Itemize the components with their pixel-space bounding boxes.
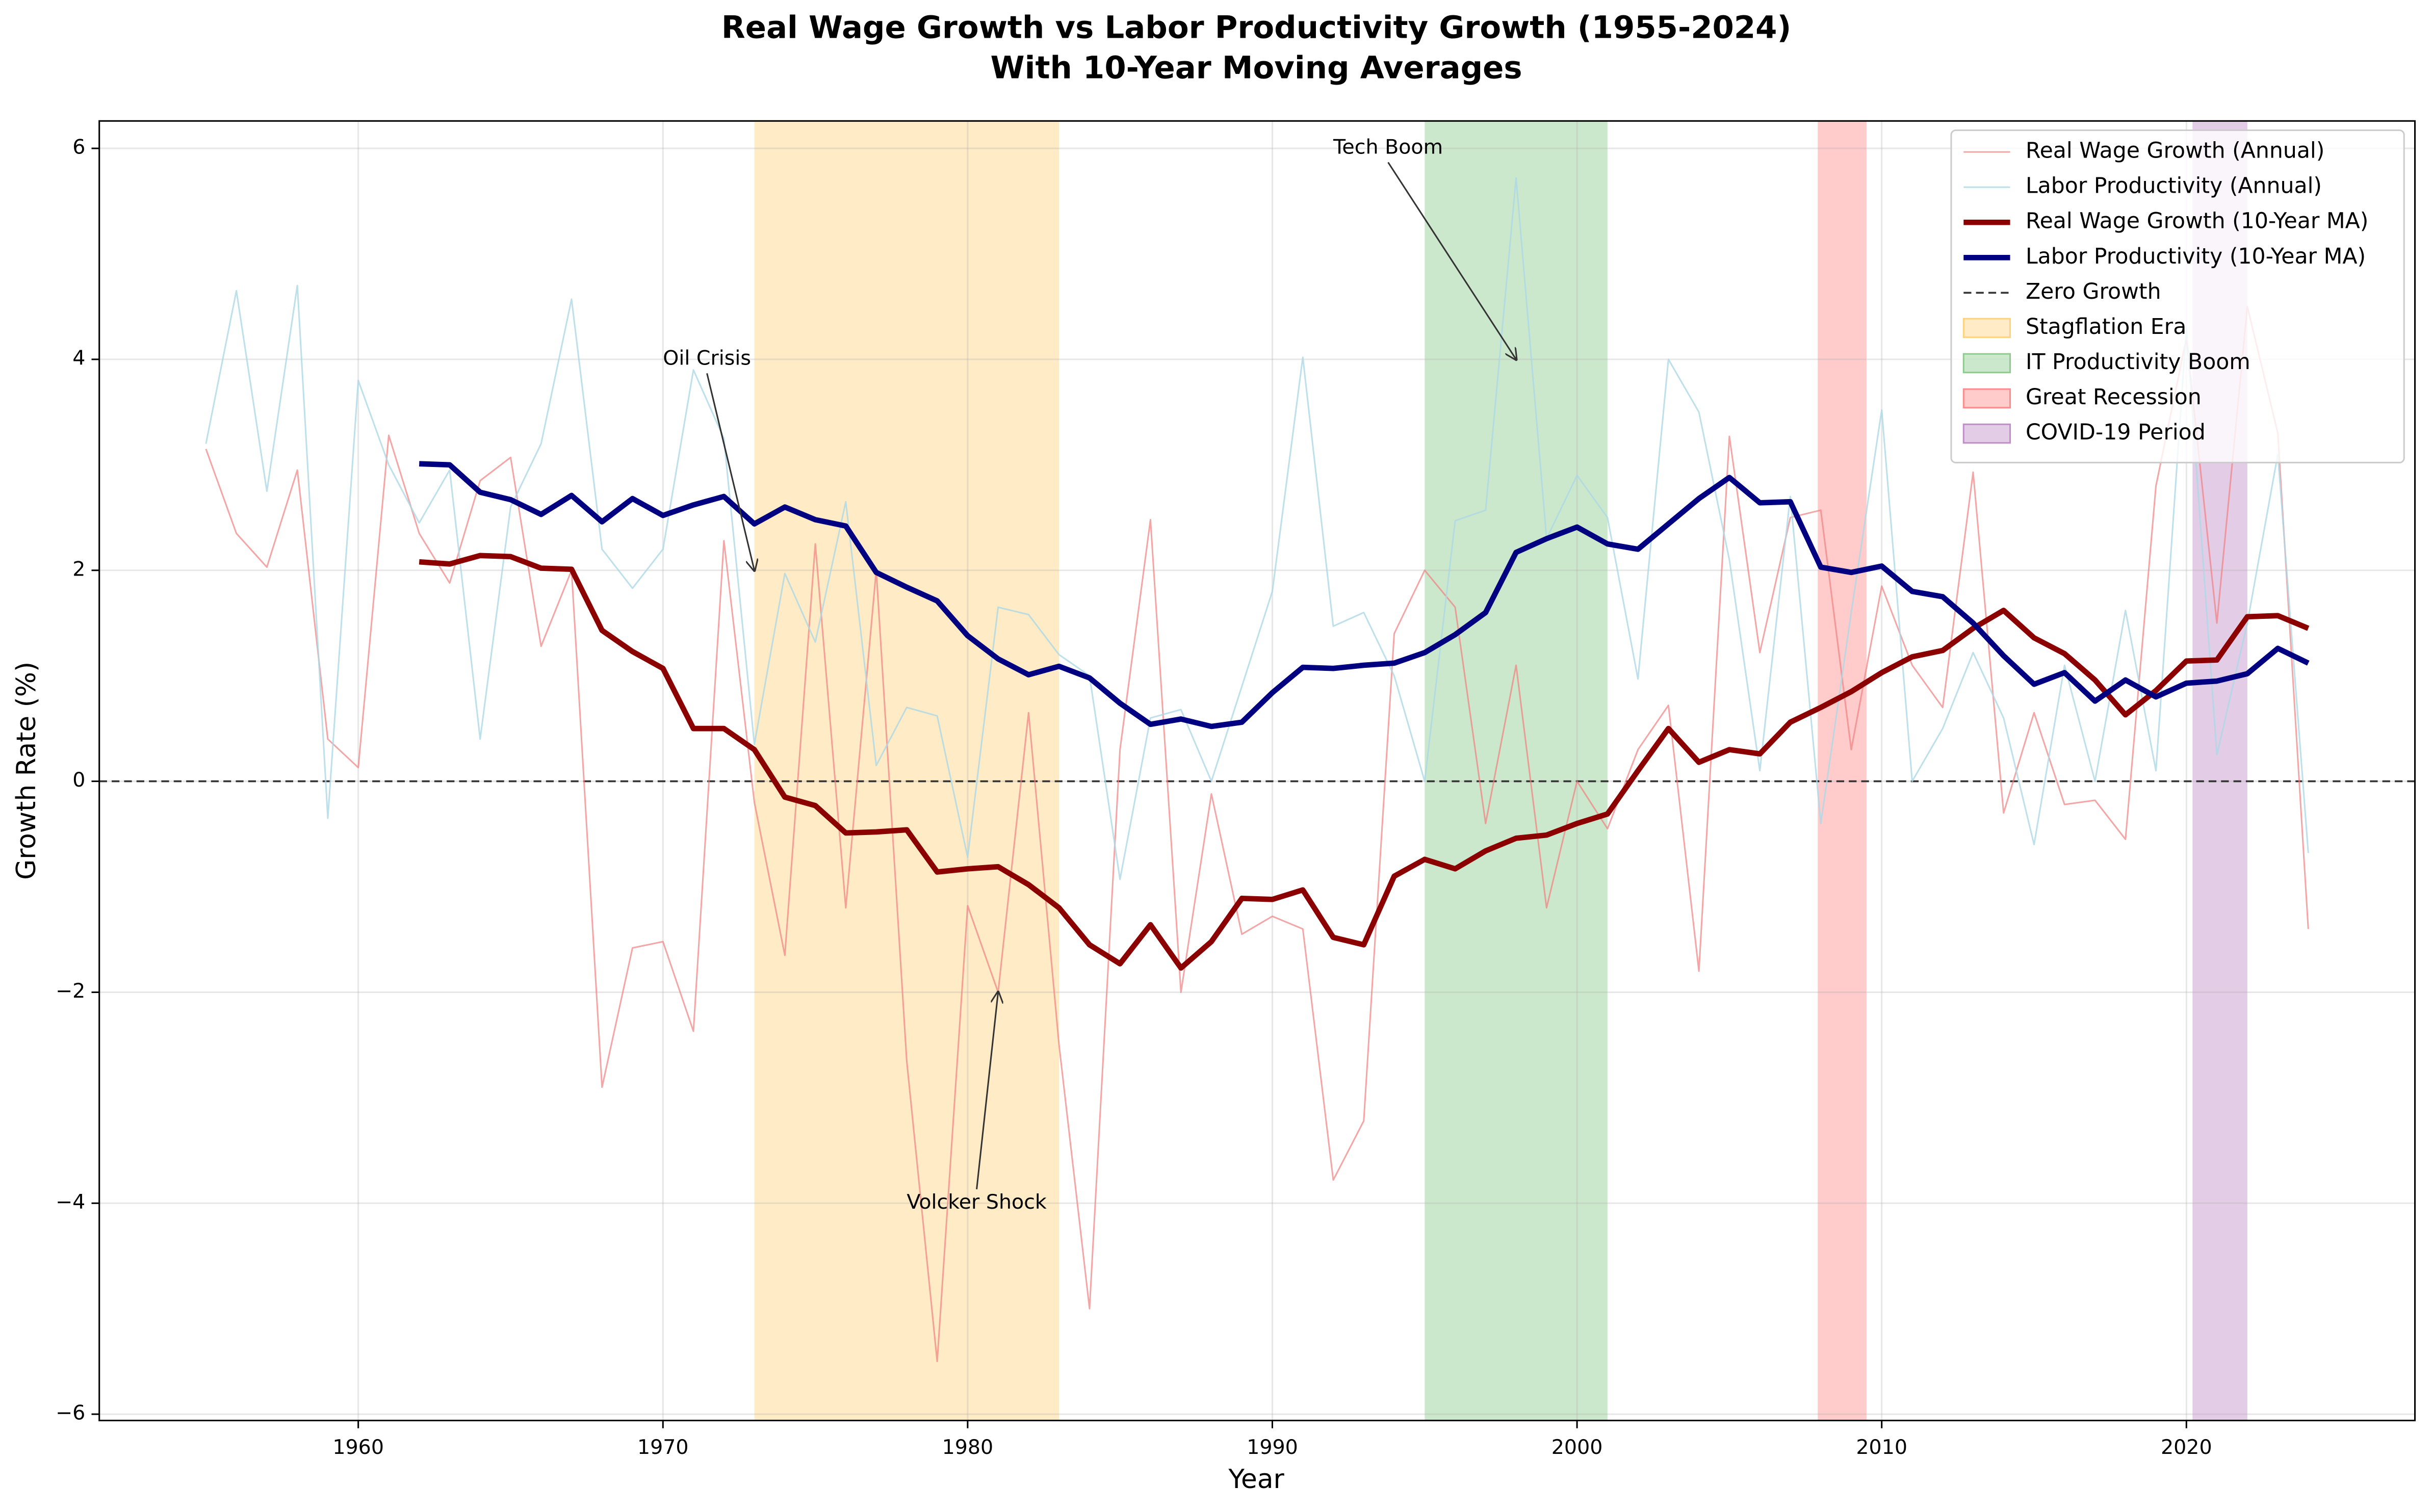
x-tick-label: 2010 — [1856, 1436, 1907, 1459]
y-tick-label: 4 — [72, 346, 85, 370]
legend-label: COVID-19 Period — [2026, 420, 2206, 445]
legend-label: Labor Productivity (Annual) — [2026, 173, 2322, 199]
shaded-span — [1818, 121, 1867, 1421]
y-tick-label: 6 — [72, 136, 85, 159]
x-tick-label: 2000 — [1551, 1436, 1603, 1459]
x-tick-label: 1970 — [637, 1436, 689, 1459]
legend-label: Real Wage Growth (10-Year MA) — [2026, 208, 2368, 234]
legend: Real Wage Growth (Annual) Labor Productiv… — [1950, 129, 2405, 463]
annotation-text: Tech Boom — [1333, 136, 1443, 159]
x-tick-label: 1990 — [1247, 1436, 1298, 1459]
shaded-span — [754, 121, 1059, 1421]
y-tick-label: 2 — [72, 557, 85, 581]
legend-swatch — [1962, 353, 2011, 374]
annotation-arrow — [706, 373, 755, 570]
y-tick-label: 0 — [72, 768, 85, 792]
legend-swatch — [1962, 388, 2011, 409]
legend-label: Real Wage Growth (Annual) — [2026, 138, 2324, 164]
legend-swatch — [1962, 423, 2011, 444]
legend-label: Great Recession — [2026, 384, 2202, 410]
chart-title: Real Wage Growth vs Labor Productivity G… — [721, 10, 1791, 45]
legend-box — [1950, 129, 2405, 463]
series-line — [205, 177, 2309, 880]
annotation-arrow — [1387, 162, 1516, 359]
series-line — [419, 461, 2310, 729]
y-tick-label: −6 — [56, 1401, 85, 1425]
legend-label: Zero Growth — [2026, 279, 2161, 304]
legend-swatch — [1962, 318, 2011, 338]
series-line — [205, 305, 2309, 1363]
legend-label: IT Productivity Boom — [2026, 349, 2250, 375]
shaded-span — [1425, 121, 1608, 1421]
chart-subtitle: With 10-Year Moving Averages — [991, 50, 1522, 86]
y-tick-label: −4 — [56, 1190, 85, 1214]
annotation-text: Volcker Shock — [907, 1190, 1047, 1214]
annotation-text: Oil Crisis — [663, 346, 751, 370]
x-tick-label: 1980 — [942, 1436, 994, 1459]
x-tick-label: 1960 — [332, 1436, 384, 1459]
legend-label: Labor Productivity (10-Year MA) — [2026, 244, 2366, 269]
legend-label: Stagflation Era — [2026, 314, 2186, 340]
plot-frame — [98, 120, 2416, 1422]
annotation-arrow — [976, 992, 998, 1190]
x-tick-label: 2020 — [2161, 1436, 2212, 1459]
y-tick-label: −2 — [56, 979, 85, 1003]
x-axis-label: Year — [1228, 1464, 1284, 1495]
series-line — [419, 553, 2310, 971]
y-axis-label: Growth Rate (%) — [11, 662, 42, 880]
